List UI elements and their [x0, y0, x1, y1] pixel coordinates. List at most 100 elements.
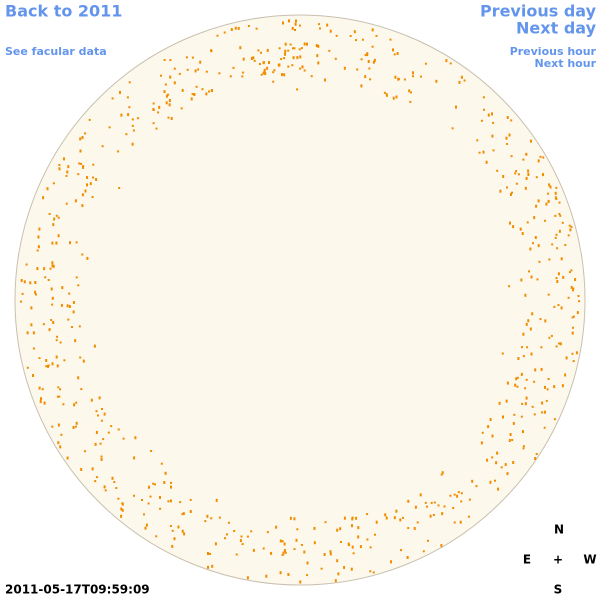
- facula: [242, 71, 245, 74]
- facula: [56, 364, 59, 368]
- facula: [329, 550, 332, 554]
- facula: [515, 170, 518, 173]
- facula: [317, 61, 320, 65]
- facula: [57, 386, 60, 389]
- facula: [223, 31, 226, 34]
- facula: [160, 74, 162, 77]
- facula: [555, 233, 558, 236]
- facula: [89, 182, 92, 186]
- facula: [252, 548, 255, 552]
- facula: [520, 415, 523, 418]
- facula: [133, 494, 135, 497]
- facula: [306, 561, 309, 565]
- facula: [350, 567, 353, 571]
- facula: [30, 323, 33, 327]
- facula: [329, 552, 332, 556]
- facula: [81, 193, 84, 197]
- facula: [178, 72, 181, 75]
- facula: [547, 192, 550, 195]
- back-year-link[interactable]: Back to 2011: [5, 2, 122, 21]
- facula: [527, 319, 530, 323]
- facula: [316, 54, 319, 58]
- facula: [104, 489, 107, 492]
- facula: [229, 75, 232, 78]
- facula: [393, 516, 396, 520]
- facula: [343, 66, 346, 70]
- facula: [265, 574, 268, 578]
- previous-day-link[interactable]: Previous day: [480, 2, 597, 21]
- facula: [60, 303, 63, 307]
- facula: [540, 367, 543, 371]
- facula: [522, 447, 525, 450]
- facula: [509, 221, 511, 225]
- facula: [55, 339, 58, 342]
- facula: [36, 267, 39, 271]
- next-hour-link[interactable]: Next hour: [535, 57, 597, 70]
- facula: [549, 185, 552, 189]
- facula: [543, 426, 546, 429]
- facula: [50, 319, 53, 321]
- facula: [158, 105, 161, 109]
- facula: [562, 275, 565, 279]
- facula: [59, 445, 62, 449]
- facula: [489, 418, 492, 421]
- facula: [427, 539, 429, 542]
- previous-hour-link[interactable]: Previous hour: [510, 45, 597, 58]
- facula: [546, 388, 549, 391]
- facula: [335, 34, 338, 37]
- facula: [108, 126, 111, 129]
- facula: [487, 425, 490, 429]
- facula: [181, 513, 184, 516]
- facula: [521, 346, 523, 349]
- facula: [564, 244, 567, 246]
- facula: [99, 442, 102, 445]
- facula: [372, 60, 375, 64]
- facula: [357, 526, 360, 530]
- facula: [494, 479, 496, 482]
- facula: [527, 169, 530, 173]
- facula: [38, 357, 41, 360]
- facula: [207, 552, 209, 555]
- facula: [56, 395, 59, 398]
- next-day-link[interactable]: Next day: [516, 19, 597, 38]
- facula: [210, 517, 213, 520]
- facula: [278, 47, 281, 50]
- facula: [437, 504, 440, 507]
- facula: [77, 376, 80, 380]
- facula: [117, 497, 120, 500]
- facula: [97, 414, 99, 417]
- facula: [75, 276, 78, 279]
- facula: [79, 149, 82, 153]
- facula: [169, 499, 172, 503]
- facula: [455, 105, 457, 109]
- facula: [74, 339, 77, 343]
- facula: [419, 493, 422, 497]
- facula: [426, 505, 429, 508]
- facula: [373, 58, 376, 62]
- facula: [210, 49, 213, 52]
- facula: [526, 346, 529, 349]
- facula: [509, 433, 512, 436]
- facula: [317, 44, 320, 48]
- facula: [103, 485, 106, 489]
- facula: [155, 535, 158, 538]
- facula: [559, 214, 562, 217]
- facular-data-link[interactable]: See facular data: [5, 45, 107, 58]
- facula: [152, 482, 155, 485]
- facula: [441, 471, 444, 475]
- facula: [547, 200, 550, 203]
- facula: [491, 456, 494, 459]
- facula: [84, 132, 87, 135]
- facula: [163, 90, 166, 94]
- facula: [37, 245, 40, 249]
- facula: [40, 397, 42, 401]
- facula: [569, 228, 572, 232]
- facula: [347, 542, 350, 546]
- facula: [525, 322, 528, 326]
- facula: [51, 362, 54, 366]
- facula: [545, 399, 548, 402]
- facula: [501, 352, 504, 355]
- facula: [334, 57, 337, 60]
